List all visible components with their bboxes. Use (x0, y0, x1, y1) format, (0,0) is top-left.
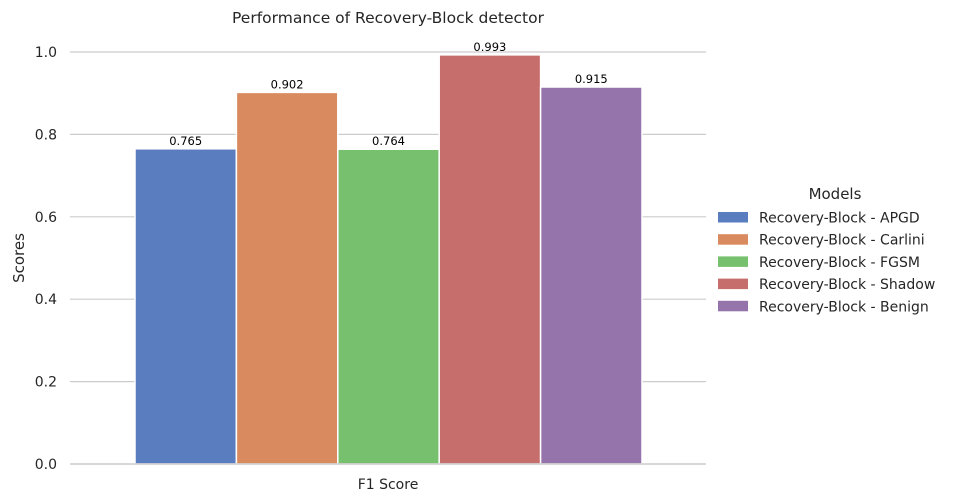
x-tick-label: F1 Score (358, 477, 419, 493)
y-tick-label: 0.4 (35, 292, 57, 308)
legend-entry: Recovery-Block - APGD (759, 211, 920, 227)
y-tick-label: 0.8 (35, 127, 57, 143)
data-label: 0.764 (372, 134, 405, 148)
bar-1 (134, 148, 238, 465)
legend-entry: Recovery-Block - FGSM (759, 255, 920, 271)
bar-2 (235, 91, 339, 465)
bar-4 (438, 54, 542, 465)
y-tick-label: 0.0 (35, 457, 57, 473)
y-tick-label: 0.2 (35, 375, 57, 391)
data-label: 0.993 (473, 40, 506, 54)
legend: Models Recovery-Block - APGD Recovery-Blo… (718, 185, 935, 315)
data-label: 0.915 (575, 72, 608, 86)
bars (134, 54, 643, 465)
y-axis-title: Scores (10, 233, 28, 283)
legend-swatch (718, 300, 748, 312)
data-labels: 0.765 0.902 0.764 0.993 0.915 (169, 40, 608, 148)
y-tick-label: 0.6 (35, 210, 57, 226)
y-axis-ticks: 0.0 0.2 0.4 0.6 0.8 1.0 (35, 45, 57, 473)
legend-swatch (718, 278, 748, 290)
legend-title: Models (809, 185, 862, 203)
data-label: 0.902 (271, 77, 304, 91)
legend-swatch (718, 234, 748, 245)
data-label: 0.765 (169, 134, 202, 148)
bar-5 (539, 86, 643, 465)
y-tick-label: 1.0 (35, 45, 57, 61)
legend-entry: Recovery-Block - Benign (759, 299, 929, 315)
chart-title: Performance of Recovery-Block detector (232, 9, 545, 27)
legend-swatch (718, 256, 748, 267)
legend-entry: Recovery-Block - Shadow (759, 277, 935, 293)
legend-swatch (718, 212, 748, 223)
bar-3 (337, 148, 440, 465)
legend-entry: Recovery-Block - Carlini (759, 233, 925, 249)
